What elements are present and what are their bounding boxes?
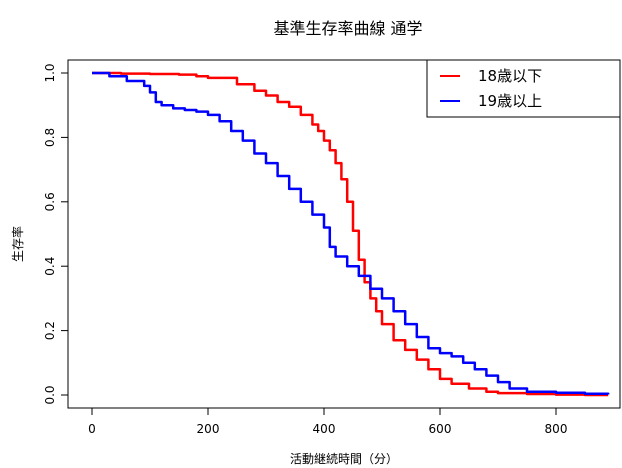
series-layer [92,71,610,397]
series-line-2 [92,71,610,395]
x-axis: 0 200 400 600 800 [88,407,568,436]
y-tick-label: 0.6 [43,192,57,211]
x-tick-label: 400 [313,422,336,436]
legend-label: 19歳以上 [478,92,542,110]
x-tick-label: 200 [197,422,220,436]
y-tick-label: 0.4 [43,257,57,276]
y-tick-label: 0.8 [43,128,57,147]
legend: 18歳以下 19歳以上 [426,59,621,118]
legend-label: 18歳以下 [478,67,542,85]
y-axis: 0.0 0.2 0.4 0.6 0.8 1.0 [43,63,69,405]
x-tick-label: 600 [429,422,452,436]
x-tick-label: 0 [88,422,96,436]
chart-title: 基準生存率曲線 通学 [273,19,422,38]
x-tick-label: 800 [545,422,568,436]
y-tick-label: 0.0 [43,385,57,404]
legend-box [426,59,621,118]
series-line-1 [92,71,609,397]
x-axis-label: 活動継続時間（分） [290,451,398,466]
y-tick-label: 1.0 [43,63,57,82]
y-axis-label: 生存率 [10,226,25,262]
y-tick-label: 0.2 [43,321,57,340]
